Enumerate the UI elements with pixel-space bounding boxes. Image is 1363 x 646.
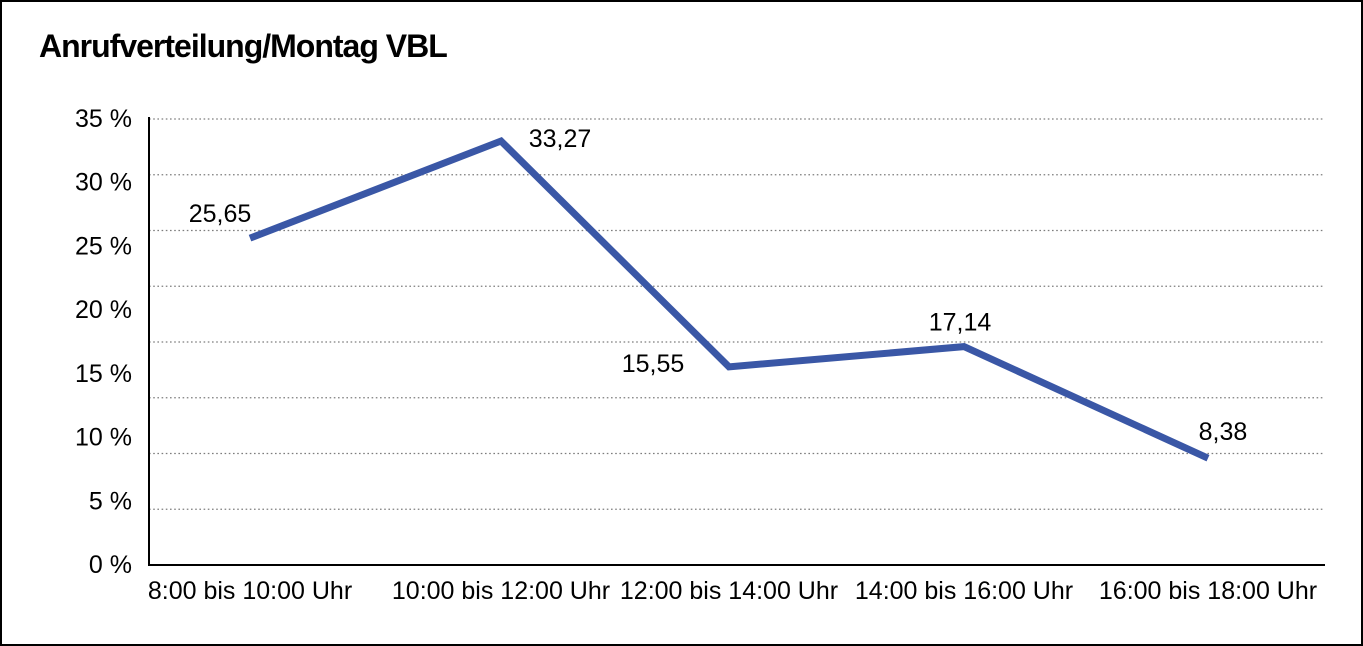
data-label: 25,65 (189, 200, 252, 228)
data-line (248, 136, 1210, 462)
y-tick-label: 20 % (75, 296, 132, 324)
y-tick-label: 15 % (75, 360, 132, 388)
y-tick-label: 5 % (89, 487, 132, 515)
chart-title: Anrufverteilung/Montag VBL (39, 28, 448, 64)
y-tick-label: 35 % (75, 105, 132, 133)
x-axis-label: 16:00 bis 18:00 Uhr (1099, 577, 1317, 605)
y-tick-label: 25 % (75, 232, 132, 260)
x-axis-label: 10:00 bis 12:00 Uhr (392, 577, 610, 605)
x-axis-label: 8:00 bis 10:00 Uhr (148, 577, 352, 605)
data-label: 15,55 (622, 350, 685, 378)
data-label: 8,38 (1199, 418, 1248, 446)
y-tick-label: 0 % (89, 551, 132, 579)
x-axis-label: 14:00 bis 16:00 Uhr (855, 577, 1073, 605)
y-tick-label: 10 % (75, 424, 132, 452)
y-tick-label: 30 % (75, 169, 132, 197)
data-label: 33,27 (529, 125, 592, 153)
x-axis-label: 12:00 bis 14:00 Uhr (620, 577, 838, 605)
data-label: 17,14 (929, 309, 992, 337)
